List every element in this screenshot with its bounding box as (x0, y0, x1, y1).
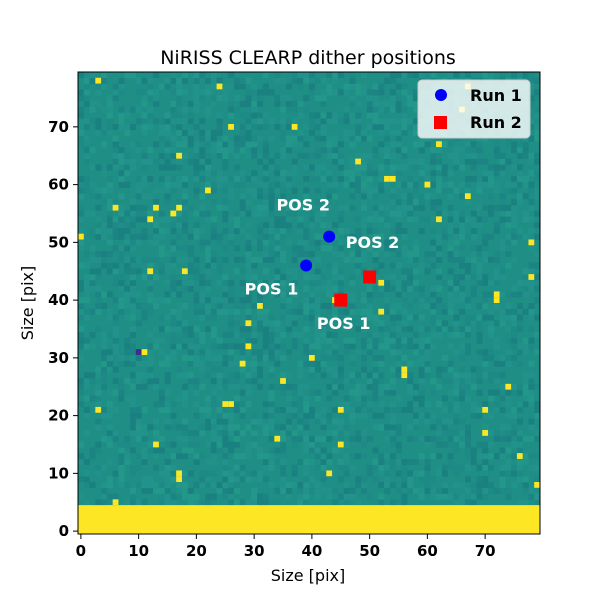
run2-point-2 (363, 270, 377, 284)
y-tick-label-4: 40 (48, 291, 69, 309)
hot-pixel (516, 453, 523, 459)
hot-pixel (176, 470, 182, 477)
x-tick-label-5: 50 (359, 542, 380, 560)
legend-run2-marker (434, 116, 447, 129)
position-labels: POS 2 POS 2 POS 1 POS 1 (245, 196, 400, 333)
position-label-1: POS 2 (276, 196, 330, 215)
run1-point-1 (300, 259, 313, 272)
hot-pixel (482, 406, 489, 413)
x-tick-label-2: 20 (186, 542, 207, 560)
hot-pixel (378, 279, 385, 286)
hot-pixel (176, 152, 182, 159)
y-tick-label-5: 50 (48, 233, 69, 251)
x-tick-label-0: 0 (76, 542, 86, 560)
plot-area: POS 2 POS 2 POS 1 POS 1 (77, 71, 541, 535)
dither-markers (300, 230, 377, 307)
y-tick-label-3: 30 (48, 349, 69, 367)
x-tick-label-4: 40 (301, 542, 322, 560)
hot-pixel (228, 123, 234, 130)
cold-pixel (135, 349, 142, 355)
legend-run1-marker (435, 89, 447, 101)
hot-pixel (153, 441, 159, 448)
hot-pixel (245, 320, 252, 327)
hot-pixel (153, 204, 159, 211)
run1-point-2 (323, 230, 336, 243)
hot-pixel (176, 204, 182, 211)
plot-frame (77, 71, 541, 535)
hot-pixel (337, 441, 344, 448)
hot-pixel (326, 470, 333, 477)
legend-run2-label: Run 2 (470, 113, 522, 132)
hot-pixel (528, 274, 535, 280)
hot-pixel (384, 175, 390, 182)
x-tick-label-3: 30 (244, 542, 265, 560)
hot-pixel (141, 349, 148, 355)
hot-pixel (95, 406, 102, 413)
hot-pixel (493, 291, 500, 298)
hot-pixel (216, 83, 223, 90)
y-tick-label-2: 20 (48, 407, 69, 425)
hot-pixel (239, 360, 246, 367)
hot-pixel (436, 141, 442, 148)
hot-pixel (355, 158, 361, 165)
hot-pixel (181, 268, 188, 275)
saturated-rows (78, 505, 540, 534)
hot-pixel (95, 77, 102, 84)
legend: Run 1 Run 2 (417, 79, 531, 139)
y-axis: 0 10 20 30 40 50 60 70 (48, 118, 78, 540)
hot-pixel (389, 175, 396, 182)
hot-pixel (378, 308, 385, 315)
hot-pixel (147, 268, 154, 275)
hot-pixel (534, 482, 540, 488)
y-axis-label: Size [pix] (18, 266, 37, 340)
x-tick-label-7: 70 (475, 542, 496, 560)
hot-pixel (493, 297, 500, 303)
hot-pixel (482, 430, 489, 436)
hot-pixel (170, 210, 177, 217)
hot-pixel (280, 378, 286, 384)
hot-pixel (112, 499, 119, 506)
hot-pixel (222, 401, 229, 407)
hot-pixel (228, 401, 234, 407)
hot-pixel (176, 476, 182, 483)
position-label-4: POS 1 (317, 314, 371, 333)
hot-pixel (147, 216, 154, 223)
y-tick-label-0: 0 (59, 522, 69, 540)
hot-pixel (78, 233, 84, 240)
y-tick-label-1: 10 (48, 464, 69, 482)
position-label-2: POS 2 (346, 233, 400, 252)
hot-pixel (401, 372, 408, 379)
hot-pixel (424, 181, 431, 188)
chart-title: NiRISS CLEARP dither positions (160, 47, 456, 69)
hot-pixel (274, 435, 281, 442)
hot-pixel (205, 187, 211, 194)
hot-pixel (436, 216, 442, 223)
hot-pixel (505, 383, 512, 390)
legend-run1-label: Run 1 (470, 86, 522, 105)
position-label-3: POS 1 (245, 279, 299, 298)
hot-pixel (401, 366, 408, 373)
hot-pixel (257, 303, 263, 309)
hot-pixel (245, 343, 252, 350)
hot-pixel (337, 406, 344, 413)
hot-pixel (309, 354, 315, 361)
detector-image (78, 72, 540, 534)
x-axis: 0 10 20 30 40 50 60 70 (76, 534, 496, 560)
hot-pixel (464, 193, 471, 200)
hot-pixel (291, 123, 298, 130)
y-tick-label-7: 70 (48, 118, 69, 136)
x-axis-label: Size [pix] (271, 566, 345, 585)
x-tick-label-6: 60 (417, 542, 438, 560)
hot-pixel (528, 239, 535, 246)
hot-pixel (112, 204, 119, 211)
y-tick-label-6: 60 (48, 176, 69, 194)
x-tick-label-1: 10 (128, 542, 149, 560)
run2-point-1 (334, 293, 348, 307)
